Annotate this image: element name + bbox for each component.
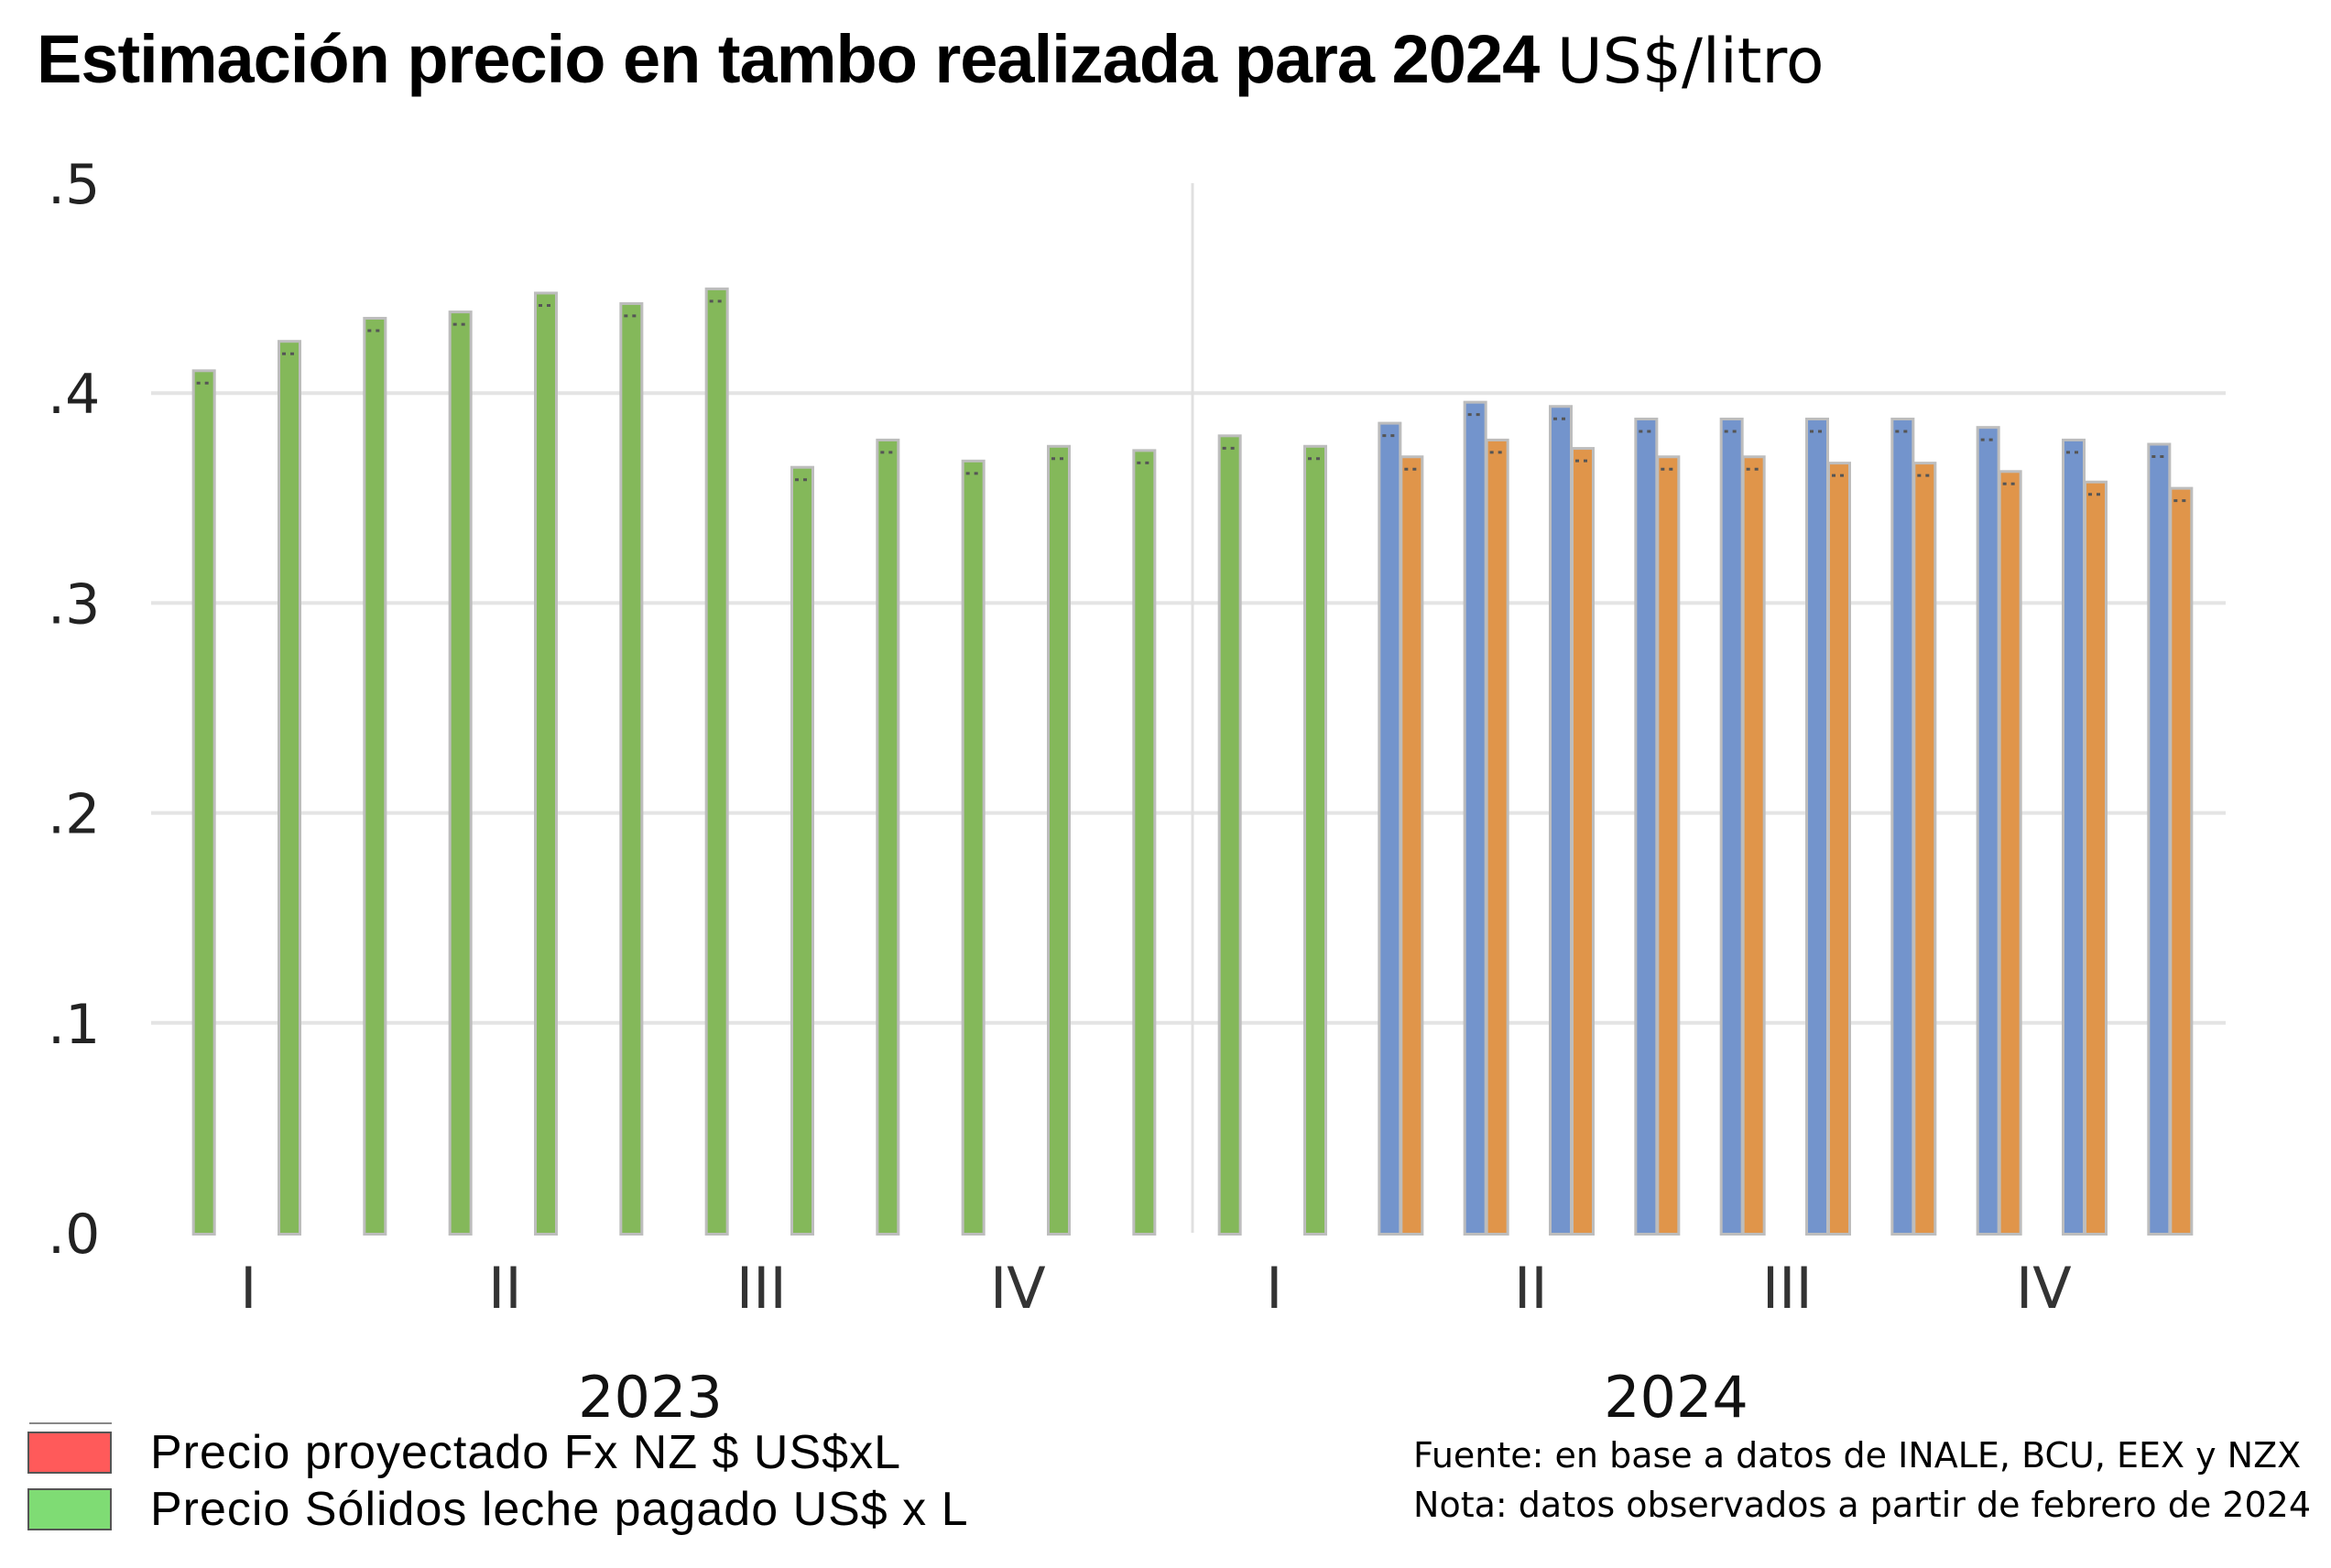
- bar-paid: [707, 289, 726, 1234]
- y-axis: .0 .1 .2 .3 .4 .5: [48, 153, 100, 1267]
- bar-paid: [793, 468, 811, 1233]
- bar-paid: [1050, 447, 1068, 1233]
- bar-projected-orange: [2086, 483, 2105, 1233]
- bar-paid: [451, 313, 470, 1233]
- bar-projected-blue: [1722, 419, 1741, 1234]
- legend-item-projected-fx: Precio proyectado Fx NZ $ US$xL: [27, 1424, 969, 1481]
- bar-projected-blue: [1808, 419, 1826, 1234]
- bar-projected-orange: [1830, 464, 1848, 1233]
- legend-label: Precio Sólidos leche pagado US$ x L: [150, 1483, 969, 1536]
- bar-paid: [280, 343, 299, 1233]
- legend-swatch-red: [27, 1432, 112, 1474]
- chart-title-unit: US$/litro: [1556, 26, 1824, 98]
- bar-paid: [1220, 437, 1239, 1233]
- bar-projected-orange: [1744, 458, 1763, 1233]
- bar-projected-blue: [1978, 429, 1998, 1233]
- legend-label: Precio proyectado Fx NZ $ US$xL: [150, 1426, 901, 1479]
- bar-projected-orange: [1574, 450, 1592, 1234]
- y-tick-label: .5: [48, 153, 100, 217]
- gridlines: [151, 183, 2226, 1233]
- x-quarter-label: I: [1266, 1255, 1282, 1322]
- bars: [191, 287, 2194, 1236]
- bar-projected-blue: [1380, 424, 1400, 1234]
- bar-paid: [194, 372, 213, 1233]
- x-quarter-label: II: [488, 1255, 522, 1322]
- bar-projected-orange: [2172, 489, 2191, 1233]
- x-quarter-label: III: [1762, 1255, 1813, 1322]
- bar-projected-blue: [1893, 419, 1912, 1234]
- x-year-label: 2024: [1604, 1364, 1748, 1429]
- bar-paid: [537, 294, 555, 1233]
- bar-projected-orange: [1659, 458, 1678, 1233]
- source-note: Fuente: en base a datos de INALE, BCU, E…: [1413, 1431, 2311, 1530]
- legend-swatch-green: [27, 1488, 112, 1530]
- bar-paid: [964, 462, 983, 1233]
- bar-projected-blue: [1465, 403, 1485, 1233]
- bar-paid: [1306, 447, 1324, 1233]
- x-quarter-label: II: [1514, 1255, 1548, 1322]
- bar-projected-orange: [2000, 473, 2020, 1233]
- bar-projected-blue: [1637, 419, 1656, 1234]
- bar-paid: [1135, 452, 1154, 1234]
- x-year-label: 2023: [578, 1364, 723, 1429]
- bar-projected-orange: [1487, 441, 1507, 1233]
- y-tick-label: .1: [48, 993, 100, 1057]
- source-text: Fuente: en base a datos de INALE, BCU, E…: [1413, 1435, 2302, 1475]
- bar-projected-orange: [1915, 464, 1934, 1233]
- legend-partial-entry: [29, 1422, 112, 1424]
- x-quarter-label: I: [240, 1255, 256, 1322]
- bar-paid: [365, 319, 385, 1234]
- legend-item-paid-solids: Precio Sólidos leche pagado US$ x L: [27, 1481, 969, 1538]
- chart-title-main: Estimación precio en tambo realizada par…: [37, 21, 1540, 97]
- bar-projected-blue: [2064, 441, 2083, 1233]
- x-quarter-label: III: [736, 1255, 787, 1322]
- bar-paid: [878, 441, 898, 1233]
- bar-paid: [622, 304, 641, 1233]
- bar-projected-blue: [2150, 445, 2169, 1233]
- x-quarter-label: IV: [2016, 1255, 2072, 1322]
- y-tick-label: .3: [48, 572, 100, 637]
- chart-title: Estimación precio en tambo realizada par…: [37, 20, 1824, 98]
- y-tick-label: .2: [48, 783, 100, 847]
- bar-projected-blue: [1552, 408, 1570, 1233]
- note-text: Nota: datos observados a partir de febre…: [1413, 1485, 2311, 1525]
- y-tick-label: .4: [48, 363, 100, 427]
- bar-projected-orange: [1402, 458, 1421, 1233]
- y-tick-label: .0: [48, 1203, 100, 1267]
- legend: Precio proyectado Fx NZ $ US$xL Precio S…: [27, 1424, 969, 1538]
- x-quarter-label: IV: [990, 1255, 1046, 1322]
